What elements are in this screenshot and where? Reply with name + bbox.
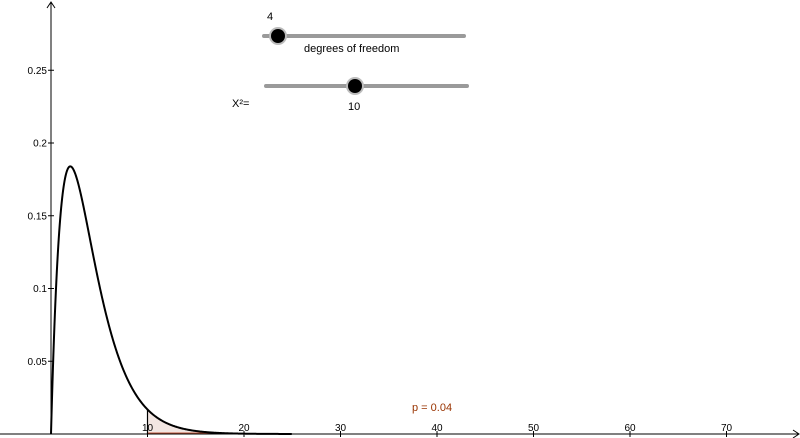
y-tick-label-0.15: 0.15 bbox=[28, 211, 48, 222]
dof-slider-label: degrees of freedom bbox=[304, 43, 400, 55]
density-curve bbox=[50, 165, 292, 435]
y-tick-label-0.1: 0.1 bbox=[33, 284, 47, 295]
x-tick-label-60: 60 bbox=[624, 423, 636, 434]
x-tick-label-70: 70 bbox=[721, 423, 733, 434]
dof-value: 4 bbox=[267, 11, 274, 23]
x-tick-label-40: 40 bbox=[431, 423, 443, 434]
y-tick-label-0.25: 0.25 bbox=[28, 66, 48, 77]
y-tick-label-0.05: 0.05 bbox=[28, 357, 48, 368]
chi-square-value: 10 bbox=[348, 101, 361, 113]
x-tick-label-10: 10 bbox=[142, 423, 154, 434]
chi-square-slider-handle[interactable] bbox=[346, 77, 364, 95]
p-value-label: p = 0.04 bbox=[412, 402, 453, 414]
chi-square-slider-track[interactable] bbox=[264, 84, 469, 88]
y-axis-arrow bbox=[46, 1, 56, 9]
x-tick-label-30: 30 bbox=[335, 423, 347, 434]
y-tick-label-0.2: 0.2 bbox=[33, 139, 47, 150]
dof-slider-track[interactable] bbox=[262, 34, 466, 38]
chi-square-prefix: X²= bbox=[232, 98, 250, 110]
x-axis-arrow bbox=[792, 429, 800, 438]
x-tick-label-20: 20 bbox=[238, 423, 250, 434]
dof-slider-handle[interactable] bbox=[269, 27, 287, 45]
shaded-tail-area bbox=[147, 409, 293, 434]
x-tick-label-50: 50 bbox=[528, 423, 540, 434]
